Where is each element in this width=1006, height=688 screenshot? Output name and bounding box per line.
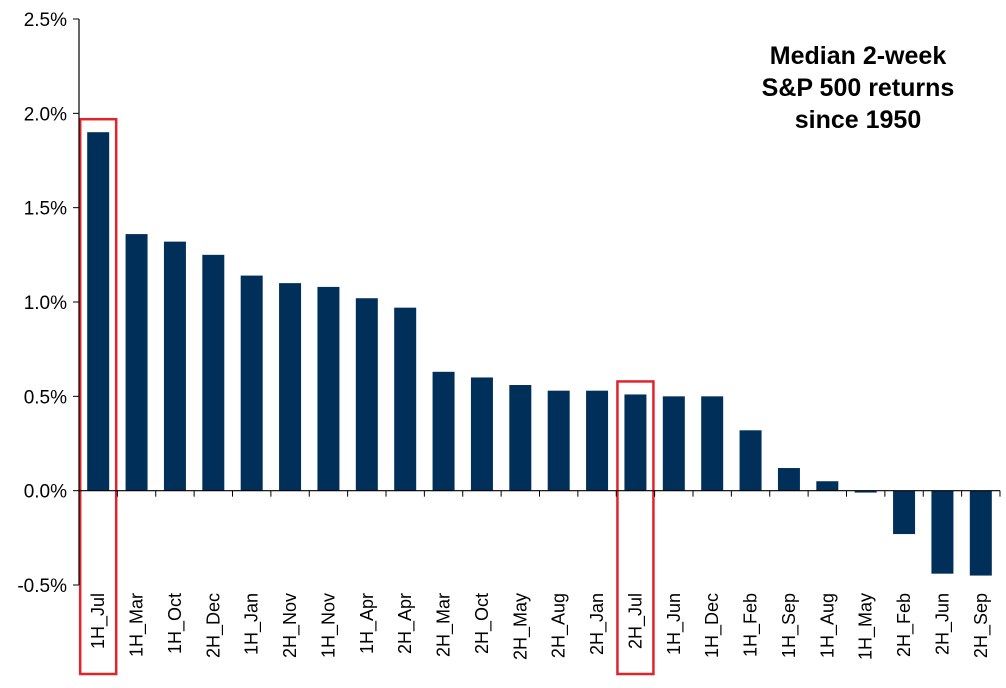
bar-1H_Jan (240, 275, 263, 491)
x-tick-label: 1H_Mar (127, 593, 148, 657)
x-tick-label: 2H_Oct (472, 593, 493, 654)
x-tick-label: 1H_Apr (357, 593, 378, 654)
highlight-box-1H_Jul (78, 117, 118, 676)
bar-2H_Sep (969, 490, 992, 576)
chart-title-line: since 1950 (795, 106, 922, 134)
bar-2H_Feb (893, 490, 916, 535)
bar-1H_Apr (355, 298, 378, 491)
x-tick-label: 1H_Nov (318, 593, 339, 658)
x-tick-label: 2H_Mar (434, 593, 455, 657)
x-tick-label: 1H_Dec (702, 593, 723, 658)
y-tick-label: 0.5% (24, 387, 67, 408)
y-tick-label: 2.5% (24, 10, 67, 31)
x-tick-label: 1H_Jan (242, 593, 263, 655)
y-tick-label: 2.0% (24, 104, 67, 125)
bar-1H_Nov (317, 286, 340, 491)
x-axis-labels: 1H_Jul 1H_Mar 1H_Oct 2H_Dec 1H_Jan 2H_Nov 1H_N… (88, 593, 992, 660)
y-tick-label: -0.5% (17, 576, 67, 597)
y-tick-label: 1.5% (24, 199, 67, 220)
x-tick-label: 1H_Aug (817, 593, 838, 658)
x-tick-label: 2H_Nov (280, 593, 301, 658)
bar-2H_Mar (432, 371, 455, 491)
bar-1H_Jun (662, 396, 685, 491)
x-tick-label: 1H_Jun (664, 593, 685, 655)
bar-1H_Aug (816, 481, 839, 491)
highlight-boxes (78, 117, 655, 676)
bar-2H_Oct (470, 377, 493, 491)
bar-2H_Jul (624, 394, 647, 491)
bar-1H_Dec (701, 396, 724, 491)
axes (78, 19, 1001, 585)
bar-1H_Feb (739, 430, 762, 491)
x-tick-label: 2H_May (510, 593, 531, 660)
highlight-box-2H_Jul (616, 380, 655, 676)
bar-2H_Jan (586, 390, 609, 491)
bar-2H_Dec (202, 254, 225, 491)
x-tick-label: 1H_Jul (88, 593, 109, 649)
bars (87, 132, 992, 576)
x-tick-label: 2H_Apr (395, 593, 416, 654)
y-tick-label: 0.0% (24, 482, 67, 503)
x-tick-label: 2H_Dec (203, 593, 224, 658)
bar-1H_Mar (125, 234, 148, 491)
chart-title-line: Median 2-week (770, 42, 947, 70)
bar-1H_Sep (777, 468, 800, 491)
bar-2H_Nov (279, 283, 302, 491)
x-tick-label: 2H_Aug (549, 593, 570, 658)
x-tick-label: 1H_Sep (779, 593, 800, 658)
bar-2H_May (509, 385, 532, 491)
bar-2H_Apr (394, 307, 417, 491)
x-tick-label: 2H_Sep (971, 593, 992, 658)
x-tick-label: 1H_May (856, 593, 877, 660)
bar-1H_May (854, 490, 877, 493)
x-tick-label: 1H_Oct (165, 593, 186, 654)
y-axis-ticks: -0.5% 0.0% 0.5% 1.0% 1.5% 2.0% 2.5% (17, 10, 79, 597)
x-tick-label: 2H_Jul (625, 593, 646, 649)
y-tick-label: 1.0% (24, 293, 67, 314)
x-tick-label: 2H_Feb (894, 593, 915, 657)
x-tick-label: 2H_Jun (932, 593, 953, 655)
bar-2H_Aug (547, 390, 570, 491)
x-tick-label: 2H_Jan (587, 593, 608, 655)
x-tick-label: 1H_Feb (741, 593, 762, 657)
chart-title: Median 2-week S&P 500 returns since 1950 (762, 42, 955, 134)
chart-title-line: S&P 500 returns (762, 74, 955, 102)
bar-1H_Oct (163, 241, 186, 491)
bar-2H_Jun (931, 490, 954, 574)
bar-1H_Jul (87, 132, 110, 491)
